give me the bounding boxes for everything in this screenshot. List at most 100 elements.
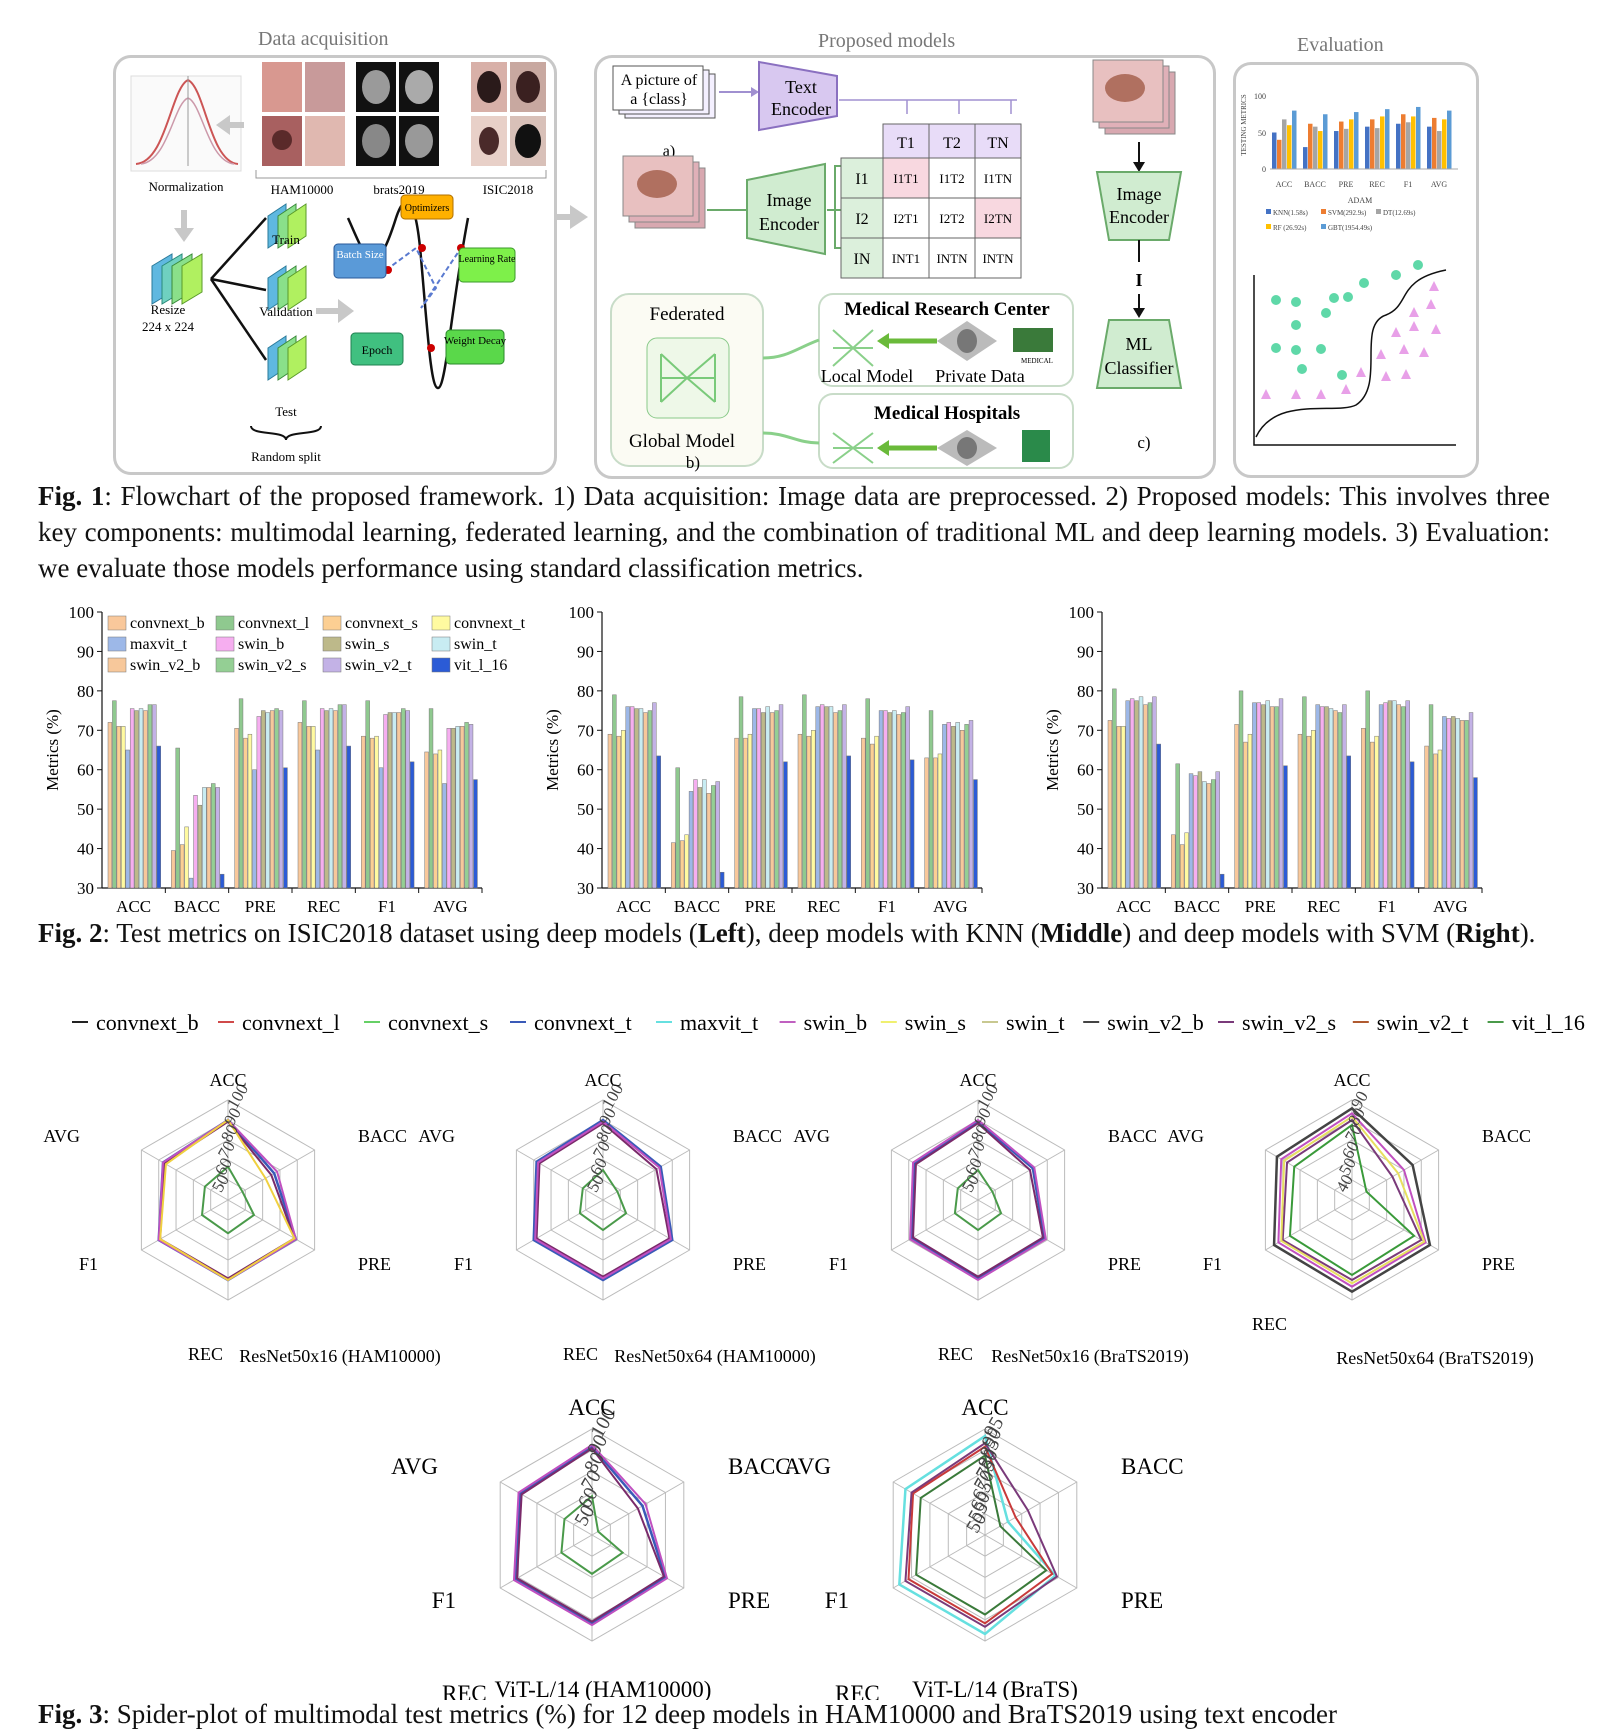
- radar-series: [159, 1120, 296, 1280]
- y-tick-label: 50: [577, 800, 594, 819]
- arrow-to-models: [554, 205, 588, 229]
- radar-spoke: [891, 1199, 979, 1251]
- batch-size-box: [333, 243, 387, 279]
- data-acquisition-panel: Normalization: [113, 55, 557, 475]
- radar-axis-label: AVG: [793, 1126, 830, 1146]
- radar-axis-label: PRE: [1108, 1254, 1141, 1274]
- bar: [1171, 834, 1176, 889]
- bar: [806, 735, 811, 889]
- legend-swatch: [431, 615, 451, 631]
- bar-chart-left: 30 40 50 60 70 80 90 100 Metrics (%) ACC BACC PRE RE…: [43, 603, 526, 916]
- bar: [1392, 700, 1397, 889]
- radar-series: [1272, 1106, 1432, 1294]
- bar: [342, 704, 347, 889]
- bar: [156, 745, 161, 889]
- x-tick-label: AVG: [1433, 897, 1468, 916]
- radar-axis-label: F1: [829, 1254, 848, 1274]
- radar-series: [514, 1445, 667, 1625]
- i-header-2: I2: [855, 211, 868, 228]
- bar: [684, 834, 689, 889]
- eval-bar: [1365, 126, 1370, 169]
- bar: [1346, 755, 1351, 889]
- fig2-caption-part: ), deep models with KNN (: [745, 918, 1040, 948]
- radar-spoke: [1265, 1149, 1353, 1201]
- c-image-lesion: [1105, 74, 1145, 102]
- legend-swatch: [107, 657, 127, 673]
- eval-bar: [1354, 112, 1359, 169]
- matrix-cell: INTN: [982, 251, 1014, 266]
- eval-legend-label: GBT(1954.49s): [1328, 224, 1373, 232]
- radar-axis-label: F1: [1203, 1254, 1222, 1274]
- fig1-caption-label: Fig. 1: [38, 481, 105, 511]
- bar: [1333, 710, 1338, 889]
- radar-series: [907, 1445, 1054, 1625]
- bar: [1238, 690, 1244, 889]
- fig2-caption-right: Right: [1455, 918, 1520, 948]
- eval-bar: [1432, 117, 1437, 169]
- research-center-label: Medical Research Center: [844, 299, 1050, 320]
- bar: [1156, 743, 1161, 889]
- radar-series: [910, 1120, 1046, 1280]
- bar: [125, 749, 130, 889]
- fig3-radar-charts: convnext_b convnext_l convnext_s convnext_t…: [43, 1010, 1585, 1700]
- eval-bar: [1416, 106, 1421, 169]
- isic-lesion-3: [479, 127, 499, 155]
- radar-axis-label: PRE: [733, 1254, 766, 1274]
- radar-axis-label: ACC: [584, 1070, 621, 1090]
- eval-bar: [1442, 119, 1447, 169]
- fig2-caption-left: Left: [697, 918, 746, 948]
- bar: [143, 710, 148, 889]
- bar: [147, 704, 153, 889]
- eval-category-label: AVG: [1431, 180, 1448, 189]
- scatter-circle: [1413, 260, 1423, 270]
- split-train: Train: [272, 232, 300, 247]
- ham-thumb-2: [305, 62, 345, 112]
- radar-axis-label: F1: [432, 1588, 456, 1613]
- legend-label: swin_t: [454, 636, 497, 653]
- legend-label: vit_l_16: [1512, 1010, 1585, 1035]
- fig2-caption-middle: Middle: [1039, 918, 1123, 948]
- bar: [643, 712, 648, 889]
- learning-rate-label: Learning Rate: [459, 254, 516, 265]
- x-tick-label: REC: [1307, 897, 1340, 916]
- bar: [365, 700, 370, 889]
- bar: [1129, 698, 1135, 889]
- bar: [955, 722, 960, 889]
- eval-legend-label: SVM(292.9s): [1328, 209, 1367, 217]
- y-axis-label: Metrics (%): [543, 709, 562, 791]
- y-tick-label: 40: [1077, 840, 1094, 859]
- hospital-building-icon: [1022, 430, 1050, 462]
- eval-bar: [1401, 114, 1406, 169]
- bar: [909, 759, 915, 889]
- bar: [1243, 741, 1248, 889]
- c-image-encoder-label-2: Encoder: [1109, 207, 1169, 227]
- radar-axis-label: AVG: [418, 1126, 455, 1146]
- x-tick-label: AVG: [433, 897, 468, 916]
- split-test: Test: [275, 404, 297, 419]
- bar: [184, 826, 189, 889]
- ml-classifier-label-2: Classifier: [1105, 358, 1174, 378]
- eval-legend-swatch: [1321, 209, 1326, 214]
- x-tick-label: BACC: [674, 897, 720, 916]
- scatter-circle: [1291, 297, 1301, 307]
- brain-1: [362, 70, 390, 104]
- bar: [409, 761, 415, 889]
- legend-label: maxvit_t: [130, 636, 187, 653]
- i-header-1: I1: [855, 171, 868, 188]
- bar: [874, 735, 879, 889]
- scatter-circle: [1329, 293, 1339, 303]
- bar: [951, 726, 956, 889]
- scatter-triangle: [1426, 299, 1436, 309]
- scatter-triangle: [1291, 389, 1301, 399]
- dataset-label-ham: HAM10000: [271, 182, 334, 197]
- legend-label: swin_t: [1006, 1010, 1065, 1035]
- arrow-head: [877, 333, 889, 349]
- eval-bar: [1406, 122, 1411, 169]
- x-tick-label: PRE: [745, 897, 776, 916]
- eval-bar: [1427, 126, 1432, 169]
- eval-ytick: 50: [1258, 129, 1266, 138]
- y-tick-label: 60: [1077, 761, 1094, 780]
- eval-bar: [1282, 119, 1287, 169]
- bar: [311, 726, 316, 889]
- matrix-cell: I1T1: [893, 171, 918, 186]
